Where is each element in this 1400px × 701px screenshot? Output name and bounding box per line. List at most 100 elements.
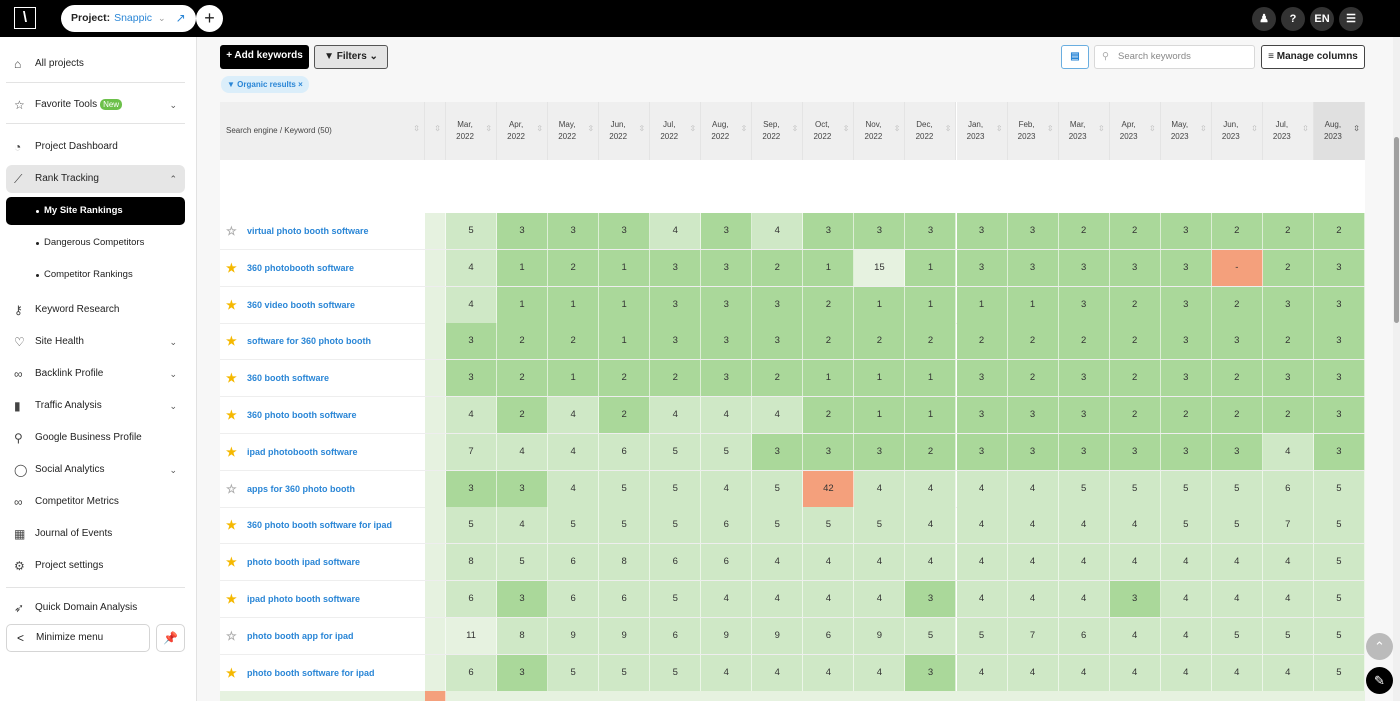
sort-icon[interactable]: ⇳ [1097,124,1105,133]
star-filled-icon[interactable]: ★ [226,408,237,422]
sidebar-item-rank-tracking[interactable]: ⟋ Rank Tracking ⌃ [6,165,185,193]
keyword-link[interactable]: ipad photo booth software [247,594,360,604]
month-column-header[interactable]: Aug, 2023 ⇳ [1313,102,1365,160]
sort-icon[interactable]: ⇳ [1251,124,1258,133]
chat-icon[interactable]: ✎ [1366,667,1393,694]
sidebar-item-project-settings[interactable]: ⚙ Project settings [6,552,185,580]
star-filled-icon[interactable]: ★ [226,555,237,570]
month-column-header[interactable]: Sep, 2022 ⇳ [752,102,804,160]
keyword-link[interactable]: 360 photobooth software [247,262,355,273]
keyword-link[interactable]: virtual photo booth software [247,226,369,236]
sort-icon[interactable]: ⇳ [995,124,1003,133]
star-filled-icon[interactable]: ★ [226,444,237,459]
sidebar-item-competitor-metrics[interactable]: ∞ Competitor Metrics [6,488,185,516]
filters-button[interactable]: ▼ Filters ⌄ [314,45,388,69]
star-outline-icon[interactable]: ☆ [226,628,237,643]
sort-icon[interactable]: ⇳ [413,124,420,133]
users-icon[interactable]: ♟ [1252,7,1276,31]
star-outline-icon[interactable]: ☆ [226,224,237,238]
sidebar-item-all-projects[interactable]: ⌂ All projects [6,50,185,78]
sidebar-item-google-business-profile[interactable]: ⚲ Google Business Profile [6,424,185,452]
star-filled-icon[interactable]: ★ [226,371,237,386]
month-column-header[interactable]: Mar, 2023 ⇳ [1058,102,1110,160]
sort-icon[interactable]: ⇳ [1148,124,1156,133]
star-filled-icon[interactable]: ★ [226,297,237,312]
column-header[interactable]: ⇳ [425,102,446,160]
keyword-link[interactable]: 360 booth software [247,373,330,384]
pin-icon[interactable]: 📌 [156,624,185,652]
sort-icon[interactable]: ⇳ [1302,124,1309,133]
menu-icon[interactable]: ☰ [1339,7,1363,31]
keyword-link[interactable]: 360 video booth software [247,299,356,310]
sidebar-item-quick-domain-analysis[interactable]: ➶ Quick Domain Analysis [6,594,185,622]
sort-icon[interactable]: ⇳ [1353,124,1360,133]
keyword-column-header[interactable]: Search engine / Keyword (50) ⇳ [220,102,425,160]
add-project-button[interactable]: + [196,5,223,32]
sidebar-item-journal-of-events[interactable]: ▦ Journal of Events [6,520,185,548]
keyword-link[interactable]: photo booth software for ipad [247,667,375,678]
month-column-header[interactable]: Dec, 2022 ⇳ [905,102,957,160]
scrollbar-thumb[interactable] [1394,137,1399,323]
keyword-link[interactable]: photo booth ipad software [247,557,360,568]
month-column-header[interactable]: Aug, 2022 ⇳ [701,102,753,160]
sort-icon[interactable]: ⇳ [740,124,748,133]
star-filled-icon[interactable]: ★ [226,518,237,533]
sidebar-item-my-site-rankings[interactable]: My Site Rankings [6,197,185,225]
sort-icon[interactable]: ⇳ [842,124,850,133]
add-keywords-button[interactable]: + Add keywords [220,45,309,69]
star-filled-icon[interactable]: ★ [226,260,237,275]
star-filled-icon[interactable]: ★ [226,665,237,680]
month-column-header[interactable]: May, 2023 ⇳ [1160,102,1212,160]
month-column-header[interactable]: Mar, 2022 ⇳ [446,102,498,160]
keyword-link[interactable]: 360 photo booth software for ipad [247,520,393,531]
star-outline-icon[interactable]: ☆ [226,481,237,496]
star-filled-icon[interactable]: ★ [226,592,237,606]
manage-columns-button[interactable]: ≡ Manage columns [1261,45,1365,69]
minimize-menu-button[interactable]: < Minimize menu [6,624,150,652]
keyword-link[interactable]: ipad photobooth software [247,446,358,457]
month-column-header[interactable]: May, 2022 ⇳ [548,102,600,160]
app-logo[interactable]: \ [14,7,36,29]
month-column-header[interactable]: Feb, 2023 ⇳ [1007,102,1059,160]
sidebar-item-dangerous-competitors[interactable]: Dangerous Competitors [6,229,185,257]
sort-icon[interactable]: ⇳ [944,124,952,133]
sort-icon[interactable]: ⇳ [791,124,799,133]
keyword-link[interactable]: apps for 360 photo booth [247,483,355,494]
month-column-header[interactable]: Jun, 2022 ⇳ [599,102,651,160]
view-toggle-icon[interactable]: ▤ [1061,45,1089,69]
language-button[interactable]: EN [1310,7,1334,31]
sort-icon[interactable]: ⇳ [1046,124,1054,133]
month-column-header[interactable]: Jul, 2022 ⇳ [650,102,702,160]
sidebar-item-backlink-profile[interactable]: ∞ Backlink Profile ⌄ [6,360,185,388]
sort-icon[interactable]: ⇳ [893,124,901,133]
sidebar-item-social-analytics[interactable]: ◯ Social Analytics ⌄ [6,456,185,484]
sidebar-item-traffic-analysis[interactable]: ▮ Traffic Analysis ⌄ [6,392,185,420]
scrollbar[interactable] [1393,37,1400,701]
project-selector[interactable]: Project: Snappic ⌄ ↗ [61,5,196,32]
keyword-link[interactable]: software for 360 photo booth [247,336,372,347]
month-column-header[interactable]: Jul, 2023 ⇳ [1262,102,1314,160]
search-input[interactable]: ⚲ Search keywords [1094,45,1255,69]
keyword-link[interactable]: photo booth app for ipad [247,630,354,641]
sidebar-item-favorite-tools[interactable]: ☆ Favorite Tools New ⌄ [6,91,185,119]
keyword-link[interactable]: 360 photo booth software [247,410,357,420]
sort-icon[interactable]: ⇳ [587,124,595,133]
close-icon[interactable]: × [298,80,303,89]
month-column-header[interactable]: Oct, 2022 ⇳ [803,102,855,160]
star-filled-icon[interactable]: ★ [226,334,237,349]
scroll-up-button[interactable]: ⌃ [1366,633,1393,660]
sort-icon[interactable]: ⇳ [638,124,646,133]
sort-icon[interactable]: ⇳ [485,124,493,133]
sort-icon[interactable]: ⇳ [689,124,697,133]
sort-icon[interactable]: ⇳ [1200,124,1207,133]
filter-chip-organic[interactable]: ▼ Organic results × [221,76,309,93]
month-column-header[interactable]: Jan, 2023 ⇳ [956,102,1008,160]
sidebar-item-site-health[interactable]: ♡ Site Health ⌄ [6,328,185,356]
month-column-header[interactable]: Apr, 2023 ⇳ [1109,102,1161,160]
sidebar-item-project-dashboard[interactable]: ◔ Project Dashboard [6,133,185,161]
month-column-header[interactable]: Jun, 2023 ⇳ [1211,102,1263,160]
sort-icon[interactable]: ⇳ [536,124,544,133]
month-column-header[interactable]: Nov, 2022 ⇳ [854,102,906,160]
help-icon[interactable]: ? [1281,7,1305,31]
sort-icon[interactable]: ⇳ [434,124,441,133]
